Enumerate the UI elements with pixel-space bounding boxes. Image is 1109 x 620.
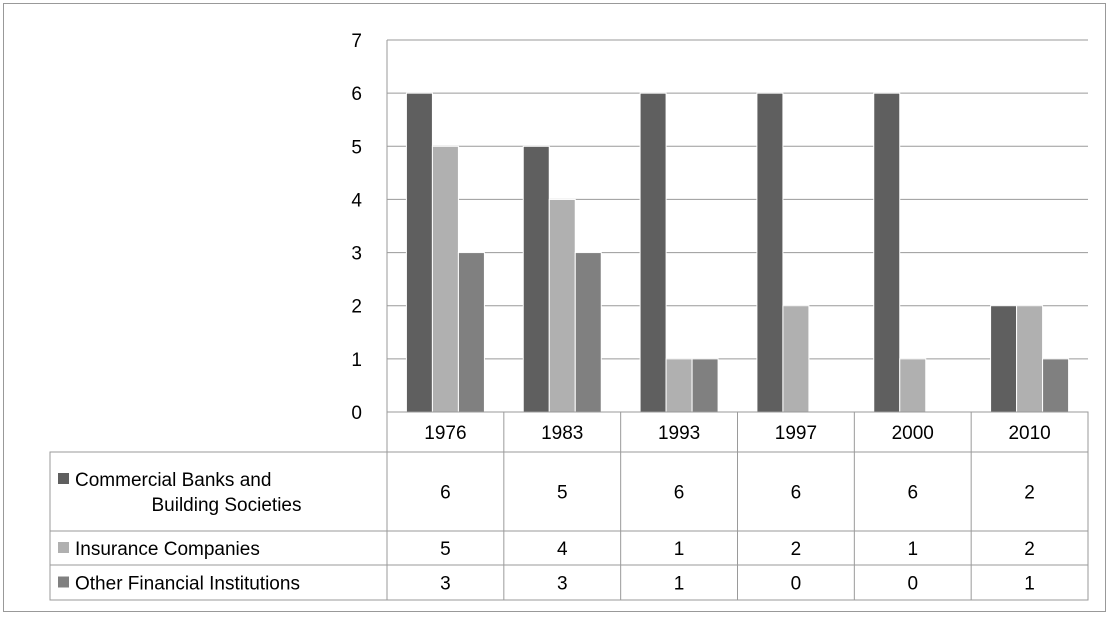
- y-tick-label: 6: [351, 84, 362, 105]
- bar: [405, 92, 433, 413]
- bar: [665, 358, 693, 413]
- bar: [548, 198, 576, 413]
- series-label: Commercial Banks and: [75, 470, 271, 491]
- table-cell-value: 6: [791, 483, 802, 504]
- bar: [522, 145, 550, 413]
- bar: [899, 358, 927, 413]
- bar: [782, 305, 810, 413]
- table-cell-value: 6: [674, 483, 685, 504]
- x-category-label: 1997: [775, 423, 817, 444]
- x-category-label: 1976: [424, 423, 466, 444]
- series-label: Building Societies: [152, 495, 302, 516]
- y-tick-label: 2: [351, 297, 362, 318]
- y-tick-label: 4: [351, 190, 362, 211]
- series-label: Insurance Companies: [75, 539, 260, 560]
- table-cell-value: 3: [557, 574, 568, 595]
- bar: [1042, 358, 1070, 413]
- x-category-label: 1993: [658, 423, 700, 444]
- table-cell-value: 1: [674, 574, 685, 595]
- table-cell-value: 0: [907, 574, 918, 595]
- table-cell-value: 0: [791, 574, 802, 595]
- table-cell-value: 6: [907, 483, 918, 504]
- x-category-label: 1983: [541, 423, 583, 444]
- gridlines: [386, 39, 1088, 413]
- y-tick-label: 5: [351, 137, 362, 158]
- bar: [990, 305, 1018, 413]
- bar: [457, 252, 485, 413]
- legend-key: [58, 576, 69, 588]
- y-tick-label: 7: [351, 31, 362, 52]
- bar: [431, 145, 459, 413]
- table-cell-value: 2: [1024, 539, 1035, 560]
- bar: [1016, 305, 1044, 413]
- table-cell-value: 2: [1024, 483, 1035, 504]
- legend-key: [58, 542, 69, 553]
- table-cell-value: 5: [440, 539, 451, 560]
- table-cell-value: 3: [440, 574, 451, 595]
- series-label: Other Financial Institutions: [75, 574, 300, 595]
- bar: [873, 92, 901, 413]
- y-axis-ticks: 0 1 2 3 4 5 6 7: [351, 31, 362, 424]
- legend-key: [58, 473, 69, 484]
- table-cell-value: 4: [557, 539, 568, 560]
- table-cell-value: 1: [1024, 574, 1035, 595]
- y-tick-label: 3: [351, 244, 362, 265]
- x-category-label: 2000: [892, 423, 934, 444]
- y-tick-label: 0: [351, 403, 362, 424]
- chart-border: [3, 3, 1106, 612]
- bar: [574, 252, 602, 413]
- bars: [405, 92, 1070, 413]
- table-cell-value: 1: [907, 539, 918, 560]
- x-category-label: 2010: [1008, 423, 1050, 444]
- bar: [639, 92, 667, 413]
- table-cell-value: 6: [440, 483, 451, 504]
- y-tick-label: 1: [351, 350, 362, 371]
- table-cell-value: 1: [674, 539, 685, 560]
- table-cell-value: 2: [791, 539, 802, 560]
- bar: [756, 92, 784, 413]
- table-body-border: [49, 451, 1089, 601]
- table-cell-value: 5: [557, 483, 568, 504]
- bar: [691, 358, 719, 413]
